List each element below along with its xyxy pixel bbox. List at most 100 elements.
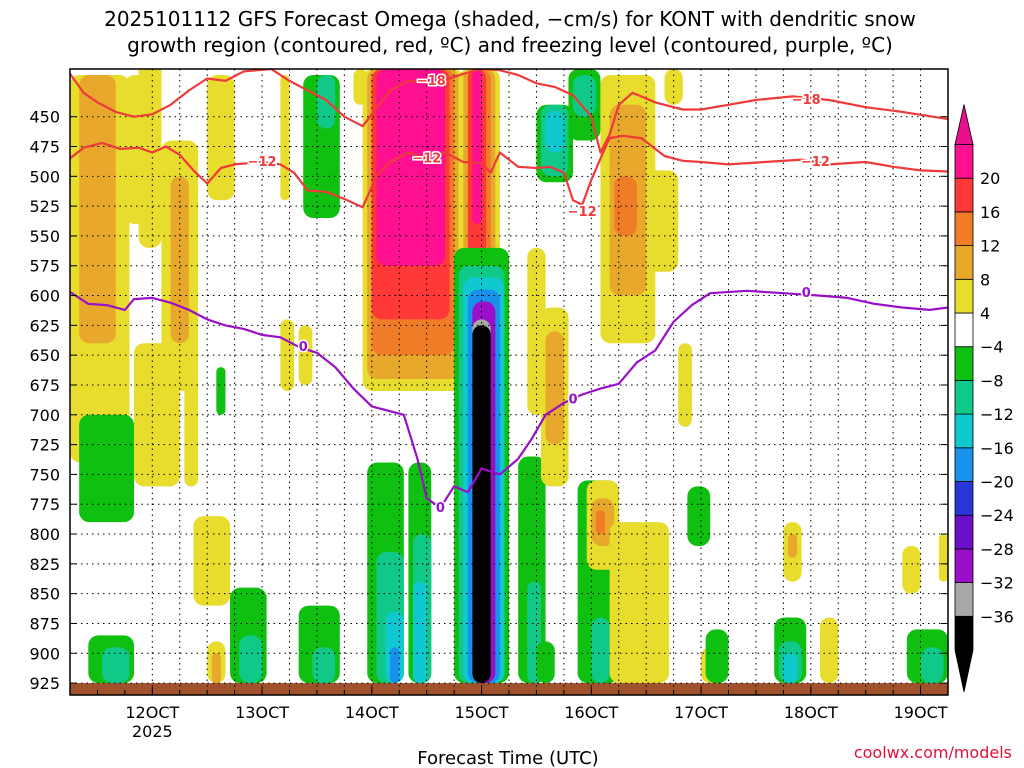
omega-shade-cell: [545, 331, 564, 445]
colorbar-swatch: [954, 615, 974, 651]
y-tick-label: 600: [29, 287, 60, 306]
y-tick-label: 675: [29, 376, 60, 395]
x-axis-label: Forecast Time (UTC): [417, 748, 598, 768]
y-tick-label: 550: [29, 227, 60, 246]
omega-shade-cell: [920, 647, 944, 684]
omega-shade-cell: [79, 414, 135, 523]
contour-label: 0: [299, 340, 308, 355]
ground-layer: [70, 683, 948, 695]
colorbar-swatch: [954, 481, 974, 516]
colorbar-tick-label: −24: [980, 506, 1014, 525]
omega-shade-cell: [678, 343, 692, 427]
omega-shade-cell: [376, 69, 445, 266]
omega-shade-cell: [687, 486, 711, 546]
colorbar-legend: −36 −32 −28 −24 −20 −16 −12 −8 −4 4 8 12 16 20: [954, 104, 1014, 693]
colorbar-swatch: [954, 548, 974, 584]
omega-shade-cell: [819, 617, 839, 684]
omega-shade-cell: [412, 581, 427, 684]
omega-shade-cell: [783, 653, 798, 684]
colorbar-tick-label: −36: [980, 607, 1014, 626]
omega-shade-cell: [207, 74, 235, 201]
colorbar-swatch: [954, 144, 974, 179]
colorbar-swatch: [954, 413, 974, 449]
dgz-minus12C-lower-contour: [70, 134, 948, 209]
omega-shade-cell: [280, 319, 295, 391]
colorbar-swatch: [954, 211, 974, 246]
x-tick-label: 15OCT: [455, 703, 509, 722]
contour-label: 0: [436, 501, 445, 516]
colorbar-swatch: [954, 582, 974, 617]
y-tick-label: 925: [29, 674, 60, 693]
x-tick-label: 12OCT: [125, 703, 179, 722]
colorbar-swatch: [954, 278, 974, 314]
contour-label: −18: [417, 74, 446, 89]
y-tick-label: 775: [29, 495, 60, 514]
omega-shade-cell: [787, 534, 798, 558]
x-tick-label: 19OCT: [894, 703, 948, 722]
colorbar-tick-label: −28: [980, 540, 1014, 559]
y-tick-label: 825: [29, 555, 60, 574]
contours: [70, 69, 948, 509]
omega-shade-cell: [591, 617, 610, 684]
grid-lines: [70, 69, 948, 695]
y-tick-label: 850: [29, 585, 60, 604]
colorbar-tick-label: −16: [980, 439, 1014, 458]
omega-shade-cell: [316, 74, 336, 129]
contour-labels: 0 0 0 0 −12 −12 −12 −12 −18 −18: [246, 72, 831, 517]
x-tick-label: 18OCT: [784, 703, 838, 722]
omega-shade-cell: [193, 516, 231, 606]
colorbar-top-arrow: [954, 104, 974, 145]
omega-shade-cell: [134, 343, 180, 487]
colorbar-tick-label: 12: [980, 237, 1000, 256]
omega-shade-cell: [79, 74, 116, 344]
omega-shading: [70, 69, 948, 695]
colorbar-swatch: [954, 346, 974, 381]
dgz-minus18C-upper-contour: [70, 69, 948, 154]
colorbar-tick-label: 8: [980, 270, 990, 289]
omega-shade-cell: [390, 647, 400, 684]
colorbar-tick-label: 16: [980, 203, 1000, 222]
y-tick-label: 725: [29, 436, 60, 455]
colorbar-tick-label: 20: [980, 169, 1000, 188]
y-tick-label: 450: [29, 108, 60, 127]
omega-shade-cell: [211, 653, 221, 684]
x-tick-sublabel: 2025: [132, 722, 173, 741]
colorbar-swatch: [954, 447, 974, 482]
omega-shade-cell: [938, 534, 948, 582]
omega-shade-cell: [573, 74, 596, 117]
colorbar-tick-label: −4: [980, 338, 1004, 357]
y-tick-label: 900: [29, 644, 60, 663]
y-tick-label: 525: [29, 197, 60, 216]
colorbar-swatch: [954, 245, 974, 280]
colorbar-tick-label: −8: [980, 371, 1004, 390]
x-tick-label: 16OCT: [564, 703, 618, 722]
contour-label: −18: [792, 93, 821, 108]
colorbar-tick-label: −20: [980, 473, 1014, 492]
y-tick-label: 625: [29, 316, 60, 335]
colorbar-swatch: [954, 312, 974, 348]
y-tick-label: 650: [29, 346, 60, 365]
omega-shade-cell: [902, 545, 921, 594]
watermark-link[interactable]: coolwx.com/models: [854, 743, 1012, 762]
colorbar-bottom-arrow: [954, 649, 974, 693]
y-tick-label: 800: [29, 525, 60, 544]
omega-shade-cell: [280, 74, 290, 201]
omega-shade-cell: [239, 635, 263, 684]
y-tick-label: 750: [29, 465, 60, 484]
contour-label: 0: [568, 392, 577, 407]
omega-shade-cell: [216, 367, 226, 415]
omega-shade-cell: [170, 176, 189, 344]
omega-shade-cell: [536, 641, 555, 684]
contour-label: −12: [248, 155, 277, 170]
y-tick-label: 575: [29, 257, 60, 276]
freezing-level-0C-contour: [70, 289, 948, 509]
omega-shade-cell: [623, 569, 642, 654]
colorbar-tick-label: 4: [980, 304, 990, 323]
x-tick-label: 14OCT: [345, 703, 399, 722]
omega-shade-cell: [646, 170, 679, 272]
y-tick-label: 875: [29, 614, 60, 633]
y-axis-pressure: 450 475 500 525 550 575 600 625 650 675 700 725 750 7…: [29, 108, 948, 693]
y-tick-label: 700: [29, 406, 60, 425]
omega-shade-cell: [102, 647, 130, 684]
